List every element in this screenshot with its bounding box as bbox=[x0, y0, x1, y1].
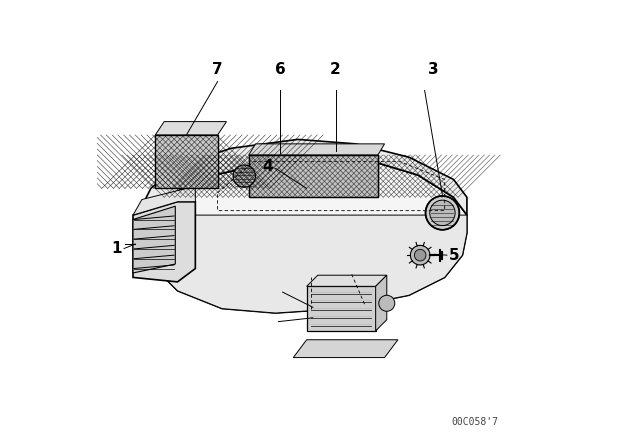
Text: 7: 7 bbox=[212, 62, 223, 77]
Polygon shape bbox=[133, 206, 175, 273]
Text: 5: 5 bbox=[449, 248, 460, 263]
Circle shape bbox=[379, 295, 395, 311]
Text: 00C058'7: 00C058'7 bbox=[451, 417, 498, 426]
Polygon shape bbox=[156, 215, 467, 313]
Polygon shape bbox=[133, 186, 195, 215]
Polygon shape bbox=[249, 144, 385, 155]
Polygon shape bbox=[249, 155, 378, 197]
Polygon shape bbox=[376, 275, 387, 331]
Circle shape bbox=[429, 200, 455, 225]
Text: 6: 6 bbox=[275, 62, 285, 77]
Polygon shape bbox=[142, 139, 467, 215]
Polygon shape bbox=[133, 202, 195, 282]
Polygon shape bbox=[307, 275, 387, 286]
Polygon shape bbox=[156, 135, 218, 188]
Circle shape bbox=[426, 196, 460, 230]
Text: 4: 4 bbox=[262, 159, 273, 174]
Polygon shape bbox=[307, 286, 376, 331]
Text: 2: 2 bbox=[330, 62, 341, 77]
Polygon shape bbox=[156, 121, 227, 135]
Polygon shape bbox=[156, 157, 467, 313]
Circle shape bbox=[414, 250, 426, 261]
Circle shape bbox=[410, 246, 430, 265]
Polygon shape bbox=[293, 340, 398, 358]
Circle shape bbox=[233, 165, 255, 187]
Text: 3: 3 bbox=[428, 62, 439, 77]
Text: 1: 1 bbox=[111, 241, 122, 256]
